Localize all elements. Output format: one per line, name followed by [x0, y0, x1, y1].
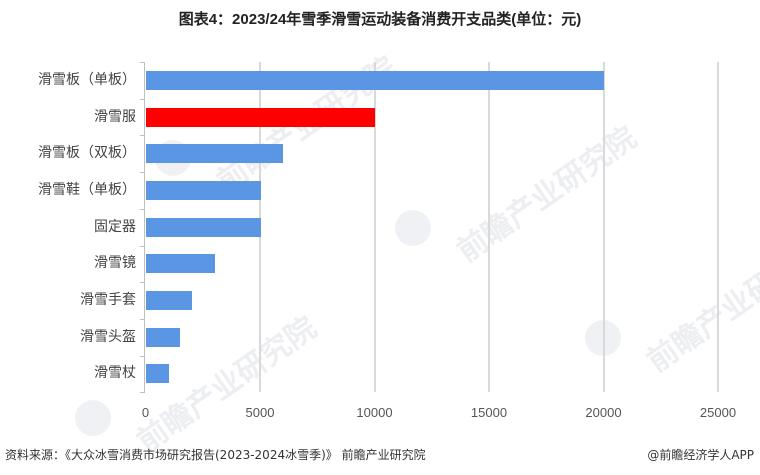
y-tick-mark: [140, 135, 145, 137]
category-label: 固定器: [94, 218, 136, 235]
bar: [146, 70, 604, 90]
bar: [146, 327, 181, 347]
y-tick-mark: [140, 392, 145, 394]
x-tick-label: 0: [141, 405, 150, 420]
bar-highlighted: [146, 107, 375, 127]
bar: [146, 217, 261, 237]
gridline-25000: [717, 62, 719, 392]
y-tick-mark: [140, 282, 145, 284]
y-axis-line: [144, 62, 145, 393]
x-tick-label: 15000: [470, 405, 508, 420]
x-tick-label: 10000: [356, 405, 393, 420]
bar: [146, 364, 169, 384]
watermark-logo-icon: [75, 400, 111, 436]
category-label: 滑雪镜: [94, 255, 136, 272]
y-tick-mark: [140, 208, 145, 210]
chart-title: 图表4：2023/24年雪季滑雪运动装备消费开支品类(单位：元): [178, 11, 582, 28]
y-tick-mark: [140, 172, 145, 174]
source-note: 资料来源：《大众冰雪消费市场研究报告(2023-2024冰雪季)》 前瞻产业研究…: [5, 448, 426, 462]
y-tick-mark: [140, 318, 145, 320]
credit-note: @前瞻经济学人APP: [647, 448, 754, 462]
x-tick-label: 25000: [699, 405, 737, 420]
gridline-10000: [373, 62, 376, 392]
category-label: 滑雪手套: [80, 292, 136, 309]
bar: [146, 291, 192, 311]
category-label: 滑雪服: [94, 108, 136, 125]
gridline-15000: [488, 62, 490, 392]
y-tick-mark: [140, 98, 145, 100]
y-tick-mark: [140, 355, 145, 357]
bar: [146, 254, 215, 274]
gridline-20000: [602, 62, 605, 392]
bar: [146, 144, 284, 164]
y-tick-mark: [140, 62, 145, 63]
category-label: 滑雪杖: [94, 365, 136, 382]
x-tick-label: 5000: [245, 405, 275, 420]
category-label: 滑雪板（双板）: [38, 145, 136, 162]
category-label: 滑雪板（单板）: [38, 71, 136, 88]
x-tick-label: 20000: [585, 405, 622, 420]
y-tick-mark: [140, 245, 145, 247]
bar: [146, 180, 261, 200]
category-label: 滑雪头盔: [80, 328, 136, 345]
category-label: 滑雪鞋（单板）: [38, 181, 136, 198]
